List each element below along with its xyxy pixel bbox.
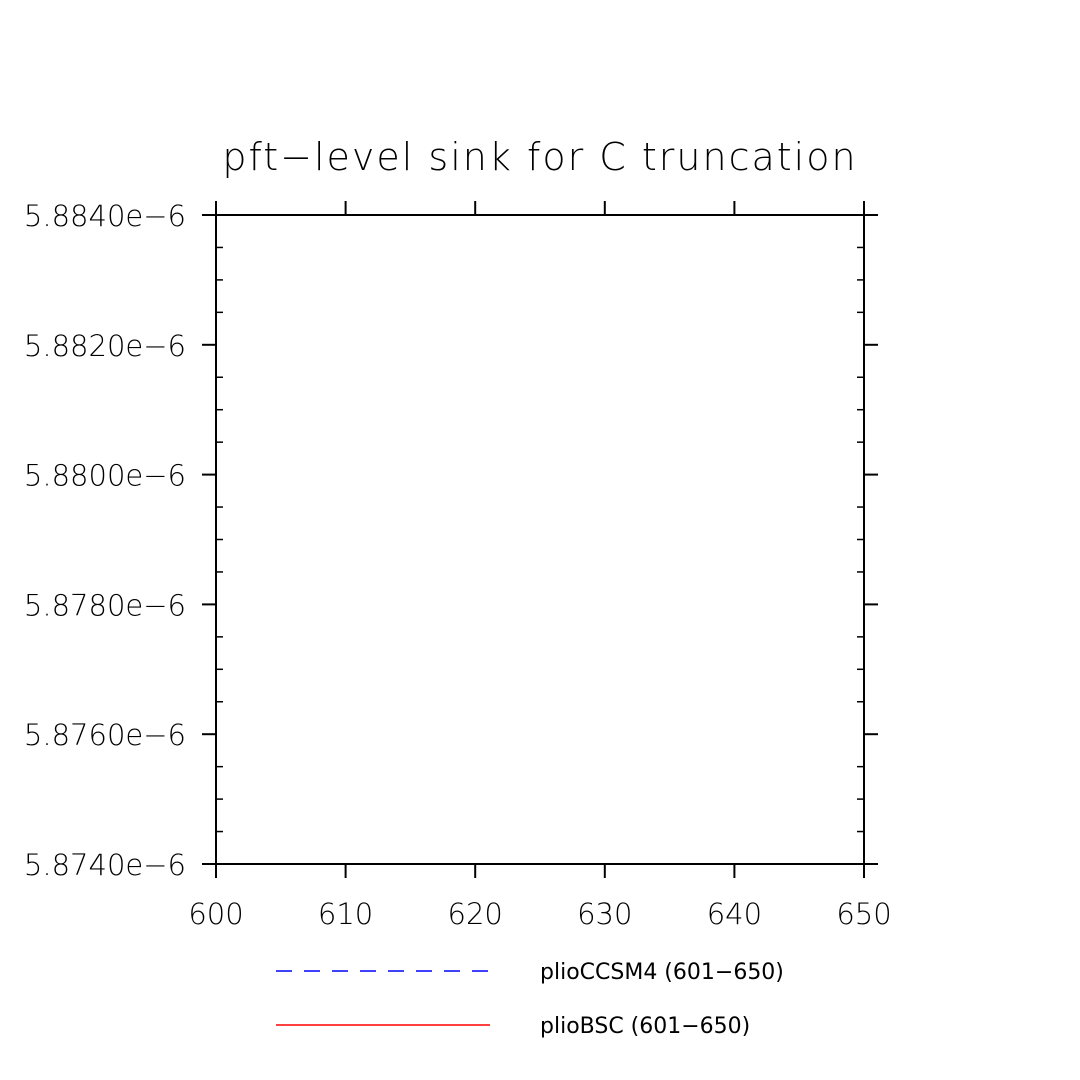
- y-tick-label: 5.8780e−6: [24, 588, 186, 622]
- plot-frame: [215, 214, 865, 865]
- x-tick-label: 620: [448, 897, 503, 931]
- legend-label-plioBSC: plioBSC (601−650): [540, 1014, 750, 1039]
- y-tick-label: 5.8820e−6: [24, 329, 186, 363]
- y-tick-label: 5.8760e−6: [24, 718, 186, 752]
- x-tick-label: 630: [577, 897, 632, 931]
- y-tick-label: 5.8740e−6: [24, 848, 186, 882]
- chart-title: pft−level sink for C truncation: [222, 135, 857, 179]
- y-tick-label: 5.8840e−6: [24, 199, 186, 233]
- y-tick-label: 5.8800e−6: [24, 459, 186, 493]
- x-tick-label: 600: [188, 897, 243, 931]
- legend: plioCCSM4 (601−650) plioBSC (601−650): [276, 960, 784, 1039]
- x-tick-label: 650: [836, 897, 891, 931]
- x-tick-label: 610: [318, 897, 373, 931]
- x-tick-label: 640: [707, 897, 762, 931]
- legend-label-plioCCSM4: plioCCSM4 (601−650): [540, 960, 784, 985]
